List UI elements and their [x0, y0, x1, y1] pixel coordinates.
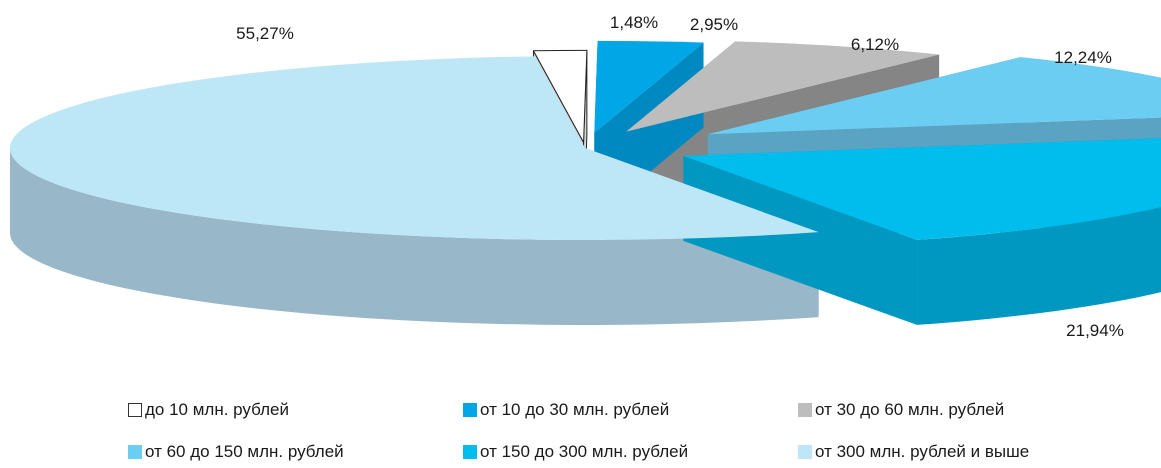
slice-side: [917, 207, 1161, 325]
pie-slice: [707, 57, 1161, 135]
legend-swatch: [463, 403, 477, 417]
legend-item: от 30 до 60 млн. рублей: [798, 400, 1138, 420]
legend-item: от 150 до 300 млн. рублей: [463, 442, 798, 462]
label-1-48: 1,48%: [610, 13, 658, 32]
legend: до 10 млн. рублей от 10 до 30 млн. рубле…: [128, 400, 1138, 462]
legend-swatch: [798, 403, 812, 417]
legend-swatch: [128, 445, 142, 459]
pie-slice: [10, 56, 819, 240]
pie-slice: [626, 41, 940, 132]
legend-label: от 60 до 150 млн. рублей: [145, 442, 344, 461]
label-21-94: 21,94%: [1066, 321, 1124, 340]
legend-label: от 150 до 300 млн. рублей: [480, 442, 689, 461]
legend-swatch: [463, 445, 477, 459]
label-12-24: 12,24%: [1054, 48, 1112, 67]
legend-item: до 10 млн. рублей: [128, 400, 463, 420]
label-55-27: 55,27%: [236, 24, 294, 43]
legend-item: от 10 до 30 млн. рублей: [463, 400, 798, 420]
pie-tops: [10, 40, 1161, 240]
slice-wall: [683, 155, 918, 325]
legend-label: от 10 до 30 млн. рублей: [480, 400, 670, 419]
label-6-12: 6,12%: [851, 35, 899, 54]
pie-slice: [594, 40, 704, 133]
pie-labels: 1,48% 2,95% 6,12% 12,24% 21,94% 55,27%: [236, 13, 1124, 340]
pie-slice: [683, 138, 1161, 240]
pie-slice: [532, 49, 588, 145]
legend-label: от 30 до 60 млн. рублей: [815, 400, 1005, 419]
pie-chart: 1,48% 2,95% 6,12% 12,24% 21,94% 55,27%: [10, 13, 1161, 340]
legend-label: от 300 млн. рублей и выше: [815, 442, 1030, 461]
legend-swatch: [128, 403, 142, 417]
legend-label: до 10 млн. рублей: [145, 400, 289, 419]
legend-item: от 300 млн. рублей и выше: [798, 442, 1138, 462]
label-2-95: 2,95%: [690, 15, 738, 34]
legend-item: от 60 до 150 млн. рублей: [128, 442, 463, 462]
legend-swatch: [798, 445, 812, 459]
slice-side: [10, 148, 819, 325]
